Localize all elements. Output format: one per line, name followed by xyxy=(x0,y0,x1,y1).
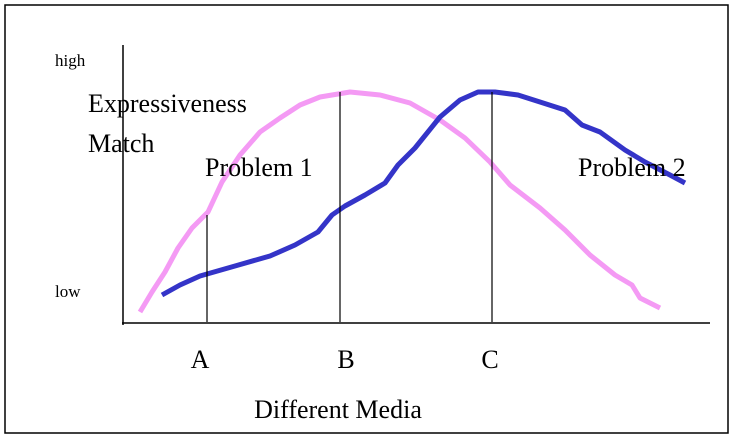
y-label: Expressiveness xyxy=(88,89,247,118)
y-label: Match xyxy=(88,129,154,158)
y-low: low xyxy=(55,282,81,301)
curve-blue xyxy=(160,89,687,298)
curve-pink xyxy=(137,89,662,314)
x-category: C xyxy=(481,345,498,374)
x-label: Different Media xyxy=(254,395,422,424)
x-category: B xyxy=(337,345,354,374)
annotation: Problem 2 xyxy=(578,153,686,182)
annotation: Problem 1 xyxy=(205,153,313,182)
x-category: A xyxy=(191,345,210,374)
frame xyxy=(4,4,729,434)
y-high: high xyxy=(55,51,86,70)
